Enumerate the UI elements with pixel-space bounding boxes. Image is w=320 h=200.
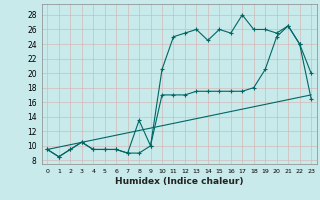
X-axis label: Humidex (Indice chaleur): Humidex (Indice chaleur) xyxy=(115,177,244,186)
